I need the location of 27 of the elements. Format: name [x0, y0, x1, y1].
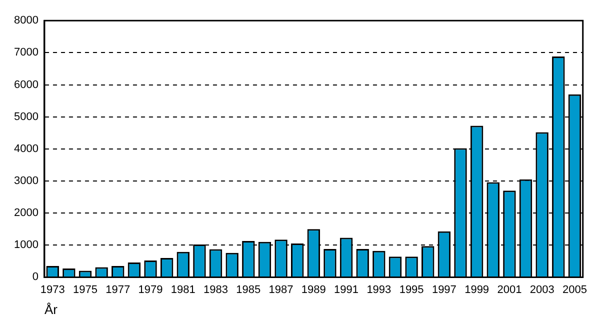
y-tick-label: 5000: [14, 110, 38, 123]
x-tick-label: 1987: [268, 284, 294, 296]
x-tick-label: 1993: [366, 284, 392, 296]
x-tick-label: 2001: [497, 284, 522, 296]
x-tick-label: 1977: [106, 284, 130, 296]
x-tick-label: 1979: [138, 284, 163, 296]
y-tick-label: 3000: [14, 175, 38, 188]
y-tick-label: 1000: [14, 239, 38, 252]
x-tick-label: 1983: [204, 284, 228, 296]
y-tick-label: 8000: [14, 14, 38, 27]
x-tick-label: 1991: [334, 284, 359, 296]
x-tick-label: 1997: [432, 284, 456, 296]
y-tick-label: 7000: [14, 46, 38, 59]
y-tick-label: 6000: [14, 78, 38, 91]
y-tick-label: 2000: [14, 207, 38, 220]
x-axis-title: År: [44, 302, 58, 317]
x-tick-label: 2005: [562, 284, 587, 296]
x-tick-label: 1973: [40, 284, 65, 296]
x-tick-label: 1985: [236, 284, 261, 296]
x-tick-label: 1989: [301, 284, 326, 296]
x-tick-label: 2003: [530, 284, 554, 296]
y-tick-label: 0: [32, 271, 38, 284]
y-tick-label: 4000: [14, 142, 38, 155]
x-tick-label: 1975: [73, 284, 98, 296]
x-tick-label: 1999: [464, 284, 490, 296]
x-tick-label: 1981: [170, 284, 196, 296]
x-tick-label: 1995: [399, 284, 424, 296]
